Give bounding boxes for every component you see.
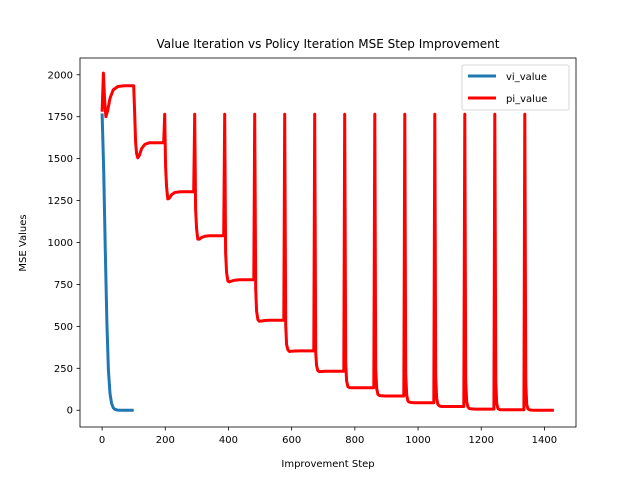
y-tick-label: 1250 [48,196,73,207]
x-tick-label: 1400 [532,435,557,446]
x-tick-label: 600 [282,435,301,446]
y-axis-label: MSE Values [18,214,29,271]
y-tick-label: 1750 [48,112,73,123]
x-axis-label: Improvement Step [281,459,374,470]
legend-label-vi_value: vi_value [506,72,547,83]
chart-title: Value Iteration vs Policy Iteration MSE … [157,37,500,51]
x-tick-label: 200 [156,435,175,446]
plot-area [100,71,554,412]
legend: vi_value pi_value [461,64,570,111]
y-tick-label: 2000 [48,70,73,81]
legend-label-pi_value: pi_value [506,94,547,105]
x-tick-label: 1200 [468,435,493,446]
y-tick-label: 1000 [48,238,73,249]
series-line-pi_value [100,71,554,412]
y-tick-label: 500 [54,322,73,333]
y-tick-label: 0 [67,406,73,417]
y-tick-label: 750 [54,280,73,291]
y-tick-label: 1500 [48,154,73,165]
x-tick-label: 800 [345,435,364,446]
x-tick-label: 400 [219,435,238,446]
x-tick-label: 1000 [405,435,430,446]
series-line-vi_value [100,113,134,412]
x-tick-label: 0 [99,435,105,446]
axes: 0 200 400 600 800 1000 1200 1400 0 250 500 750 1000 1… [48,57,577,446]
y-tick-label: 250 [54,364,73,375]
